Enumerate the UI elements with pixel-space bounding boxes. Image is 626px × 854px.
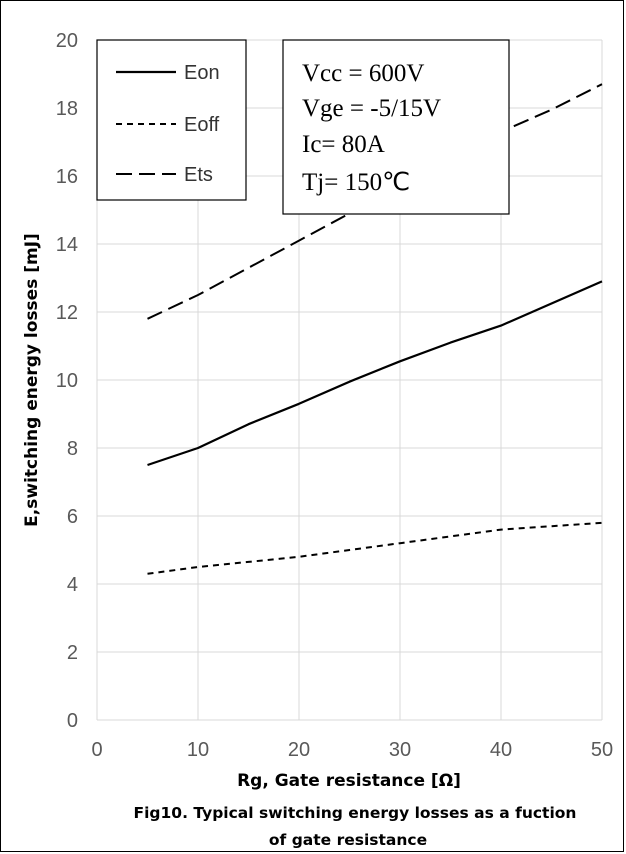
x-tick-label: 0 [91,739,102,761]
legend: Eon Eoff Ets [96,39,247,201]
y-tick-label: 14 [56,234,78,256]
condition-tj: Tj= 150℃ [302,169,410,196]
condition-vcc: Vcc = 600V [302,60,424,87]
conditions-frame [282,39,510,215]
y-tick-label: 16 [56,166,78,188]
caption-line-2: of gate resistance [269,831,427,849]
conditions-box: Vcc = 600V Vge = -5/15V Ic= 80A Tj= 150℃ [282,39,510,215]
condition-ic: Ic= 80A [302,131,385,158]
x-tick-label: 30 [389,739,411,761]
x-tick-label: 10 [187,739,209,761]
x-axis-label: Rg, Gate resistance [Ω] [237,771,461,791]
legend-box [96,39,247,201]
tick-labels: 0 2 4 6 8 10 12 14 16 18 20 0 10 20 30 40 50 [56,30,613,761]
x-tick-label: 50 [591,739,613,761]
y-axis-label: E,switching energy losses [mJ] [22,233,42,527]
legend-label-ets: Ets [184,164,213,186]
y-tick-label: 2 [67,642,78,664]
series-line-eon [147,280,603,467]
x-tick-label: 40 [490,739,512,761]
y-tick-label: 12 [56,302,78,324]
y-tick-label: 0 [67,710,78,732]
legend-label-eoff: Eoff [184,114,220,136]
y-tick-label: 6 [67,506,78,528]
y-tick-label: 20 [56,30,78,52]
caption-line-1: Fig10. Typical switching energy losses a… [134,804,577,822]
x-tick-label: 20 [288,739,310,761]
series-line-eoff [147,521,603,575]
y-tick-label: 4 [67,574,78,596]
y-tick-label: 10 [56,370,78,392]
y-tick-label: 18 [56,98,78,120]
condition-vge: Vge = -5/15V [302,95,441,122]
y-tick-label: 8 [67,438,78,460]
legend-label-eon: Eon [184,62,220,84]
